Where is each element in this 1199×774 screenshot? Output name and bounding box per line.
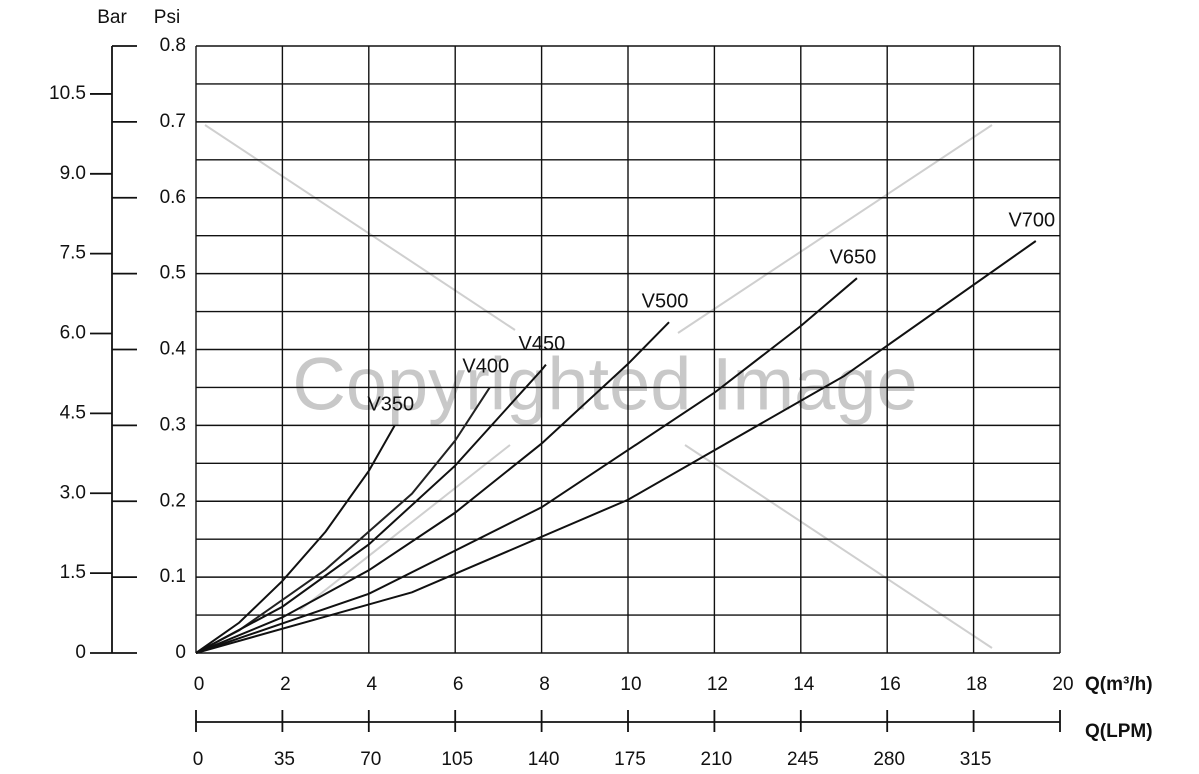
curve (195, 277, 858, 654)
x2-tick-label: 105 (441, 749, 473, 770)
y2-tick-label: 7.5 (60, 243, 86, 264)
x2-tick-label: 175 (614, 749, 646, 770)
x-tick-label: 4 (367, 674, 378, 695)
y-tick-label: 0.8 (160, 35, 186, 56)
x-tick-label: 14 (793, 674, 815, 695)
series-label: V700 (1008, 209, 1055, 231)
series-label: V650 (830, 246, 877, 268)
series-label: V350 (367, 394, 414, 416)
x2-tick-label: 140 (528, 749, 560, 770)
y2-tick-label: 10.5 (49, 83, 86, 104)
x-tick-label: 12 (707, 674, 728, 695)
curve (195, 364, 547, 654)
curve (195, 321, 670, 654)
y-tick-label: 0.2 (160, 490, 186, 511)
y-tick-label: 0 (175, 642, 186, 663)
x-tick-label: 18 (966, 674, 987, 695)
y-tick-label: 0.6 (160, 187, 186, 208)
y-tick-label: 0.5 (160, 263, 186, 284)
y2-tick-label: 6.0 (60, 323, 86, 344)
y2-tick-label: 4.5 (60, 402, 86, 423)
y2-tick-label: 9.0 (60, 163, 86, 184)
y2-tick-label: 0 (75, 642, 86, 663)
x-tick-label: 10 (620, 674, 641, 695)
x-axis-label: Q(m³/h) (1085, 674, 1153, 695)
x2-tick-label: 35 (274, 749, 295, 770)
x2-tick-label: 210 (701, 749, 733, 770)
x2-tick-label: 280 (873, 749, 905, 770)
series-label: V400 (462, 356, 509, 378)
x2-tick-label: 245 (787, 749, 819, 770)
y2-tick-label: 1.5 (60, 562, 86, 583)
x-tick-label: 6 (453, 674, 464, 695)
y-tick-label: 0.4 (160, 339, 187, 360)
y-axis-label: Psi (154, 7, 180, 28)
curve (195, 386, 491, 654)
series-label: V450 (519, 333, 566, 355)
y2-tick-label: 3.0 (60, 482, 86, 503)
x-tick-label: 0 (194, 674, 205, 695)
y-tick-label: 0.7 (160, 111, 186, 132)
x-tick-label: 16 (880, 674, 901, 695)
x2-tick-label: 0 (193, 749, 204, 770)
x2-tick-label: 315 (960, 749, 992, 770)
y-tick-label: 0.3 (160, 414, 186, 435)
x2-tick-label: 70 (360, 749, 381, 770)
x-tick-label: 20 (1052, 674, 1073, 695)
curve (195, 240, 1037, 654)
x-tick-label: 2 (280, 674, 291, 695)
y-tick-label: 0.1 (160, 566, 186, 587)
y2-axis-label: Bar (97, 7, 127, 28)
series-label: V500 (642, 290, 689, 312)
x-tick-label: 8 (539, 674, 550, 695)
x2-axis-label: Q(LPM) (1085, 721, 1153, 742)
curve (195, 424, 396, 654)
